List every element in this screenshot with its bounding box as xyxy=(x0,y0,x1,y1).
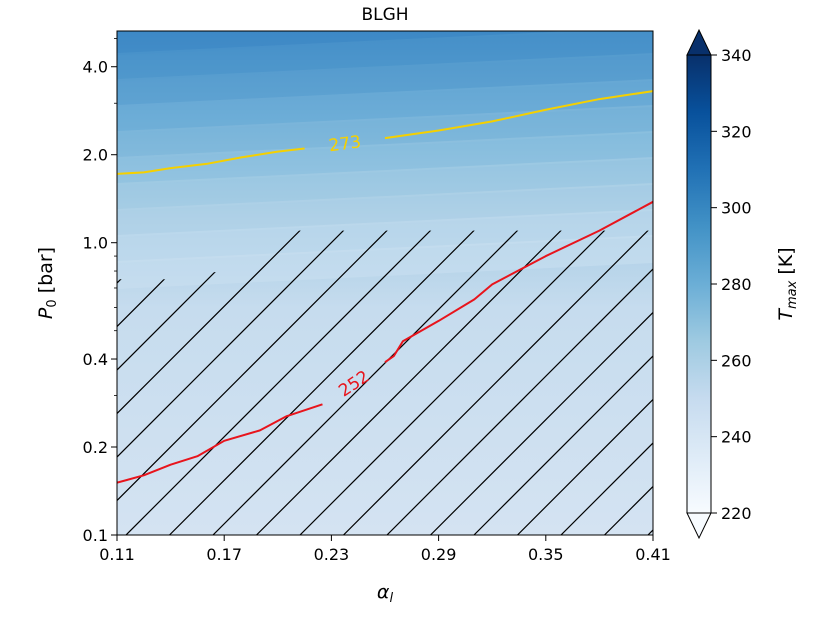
hatch-line xyxy=(117,230,653,535)
colorbar-extend-max xyxy=(686,28,712,56)
y-tick-label: 0.2 xyxy=(83,438,108,457)
hatch-line xyxy=(169,230,653,535)
colorbar-label: Tmax [K] xyxy=(775,247,800,320)
y-axis-label: P0 [bar] xyxy=(35,247,60,319)
x-tick-label: 0.29 xyxy=(421,545,457,564)
colorbar-extend-min xyxy=(686,512,712,540)
hatch-line xyxy=(299,230,653,535)
contour-lines xyxy=(117,90,653,484)
hatch-line xyxy=(125,230,653,535)
hatch-line xyxy=(692,0,830,535)
y-tick-label: 4.0 xyxy=(83,58,108,77)
colorbar-fill xyxy=(686,54,712,514)
contour-273-segment xyxy=(384,90,653,140)
colorbar-tick-label: 320 xyxy=(721,122,752,141)
colorbar-tick-label: 240 xyxy=(721,428,752,447)
plot-frame xyxy=(116,30,654,536)
contour-252-segment xyxy=(117,403,323,484)
hatch-line xyxy=(212,230,653,535)
hatch-line xyxy=(117,230,640,535)
heatmap-band xyxy=(117,183,653,237)
y-axis: 0.1 0.2 0.4 1.0 2.0 4.0 xyxy=(83,37,117,545)
x-tick-label: 0.23 xyxy=(314,545,350,564)
heatmap-band xyxy=(117,157,653,211)
hatch-line xyxy=(117,230,596,535)
hatch-line xyxy=(473,230,653,535)
x-tick-label: 0.11 xyxy=(99,545,135,564)
heatmap-band xyxy=(117,105,653,159)
heatmap-band xyxy=(117,31,653,81)
contour-label-273: 273 xyxy=(328,132,363,156)
x-tick-label: 0.17 xyxy=(206,545,242,564)
heatmap-band xyxy=(117,209,653,263)
x-axis-label: αl xyxy=(377,581,394,606)
hatch-line xyxy=(256,230,653,535)
y-tick-label: 0.4 xyxy=(83,350,108,369)
hatch-line xyxy=(647,230,653,535)
heatmap-band xyxy=(117,79,653,133)
colorbar-ticks: 220 240 260 280 300 320 340 xyxy=(711,46,752,523)
y-tick-label: 1.0 xyxy=(83,234,108,253)
chart-title: BLGH xyxy=(361,5,408,25)
contour-252-segment xyxy=(384,200,653,364)
hatch-line xyxy=(430,230,653,535)
hatch-line xyxy=(386,230,653,535)
colorbar-tick-label: 300 xyxy=(721,199,752,218)
colorbar-tick-label: 340 xyxy=(721,46,752,65)
hatch-line xyxy=(343,230,653,535)
heatmap-band xyxy=(117,235,653,289)
heatmap-band xyxy=(117,53,653,107)
colorbar-tick-label: 260 xyxy=(721,351,752,370)
hatch-line xyxy=(517,230,653,535)
y-tick-label: 2.0 xyxy=(83,146,108,165)
x-tick-label: 0.35 xyxy=(528,545,564,564)
colorbar: 220 240 260 280 300 320 340 Tmax [K] xyxy=(686,28,800,540)
contour-273-segment xyxy=(117,147,305,175)
colorbar-tick-label: 220 xyxy=(721,504,752,523)
heatmap-bands xyxy=(117,31,653,289)
x-tick-label: 0.41 xyxy=(635,545,671,564)
heatmap-band xyxy=(117,131,653,185)
x-axis: 0.11 0.17 0.23 0.29 0.35 0.41 xyxy=(99,535,671,564)
colorbar-tick-label: 280 xyxy=(721,275,752,294)
y-tick-label: 0.1 xyxy=(83,526,108,545)
